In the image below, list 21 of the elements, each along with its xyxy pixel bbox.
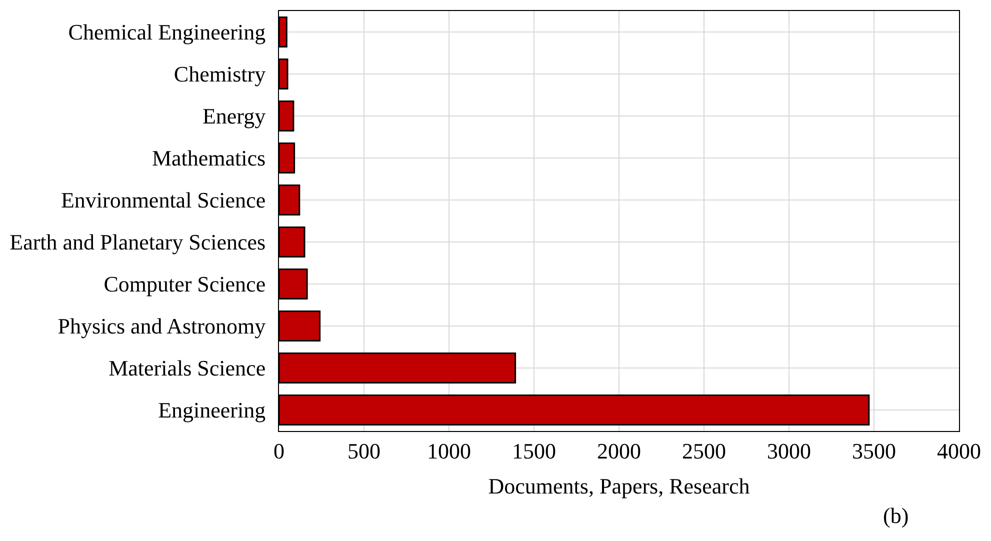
x-tick-label: 4000 xyxy=(937,438,981,464)
y-tick-label: Earth and Planetary Sciences xyxy=(10,230,266,255)
x-tick-label: 1500 xyxy=(512,438,556,464)
y-tick-label: Physics and Astronomy xyxy=(58,314,266,339)
y-tick-label: Materials Science xyxy=(108,356,266,381)
y-tick-label: Computer Science xyxy=(104,272,266,297)
x-axis-title: Documents, Papers, Research xyxy=(488,473,750,498)
x-tick-label: 2000 xyxy=(597,438,641,464)
x-tick-label: 3000 xyxy=(767,438,811,464)
y-tick-label: Energy xyxy=(202,104,266,129)
x-tick-label: 500 xyxy=(348,438,380,464)
y-tick-label: Chemical Engineering xyxy=(68,20,266,45)
x-tick-label: 1000 xyxy=(427,438,471,464)
y-tick-label: Engineering xyxy=(158,398,266,423)
x-tick-label: 3500 xyxy=(852,438,896,464)
x-tick-label: 2500 xyxy=(682,438,726,464)
y-tick-label: Chemistry xyxy=(174,62,266,87)
y-tick-label: Mathematics xyxy=(152,146,266,171)
y-tick-label: Environmental Science xyxy=(60,188,266,213)
x-tick-label: 0 xyxy=(274,438,284,464)
text: (b) xyxy=(883,503,909,528)
